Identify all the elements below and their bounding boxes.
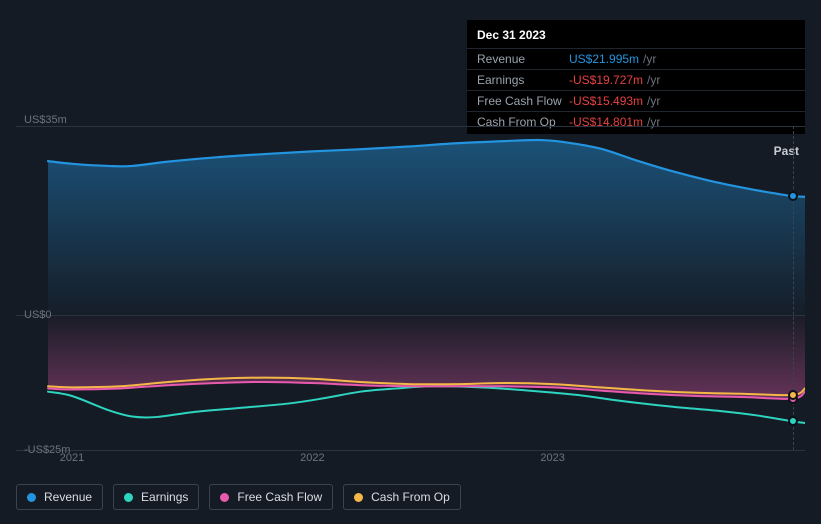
- legend-dot-icon: [354, 493, 363, 502]
- legend-item-label: Revenue: [44, 490, 92, 504]
- x-axis-label: 2021: [60, 452, 84, 464]
- y-axis-label: US$35m: [24, 114, 67, 126]
- legend-item-fcf[interactable]: Free Cash Flow: [209, 484, 333, 510]
- series-marker-cfo: [788, 390, 798, 400]
- x-axis-label: 2022: [300, 452, 324, 464]
- legend-item-cfo[interactable]: Cash From Op: [343, 484, 461, 510]
- x-axis-label: 2023: [540, 452, 564, 464]
- tooltip-row-label: Revenue: [477, 52, 569, 66]
- x-axis: 2021 2022 2023: [16, 452, 805, 470]
- tooltip-row-value: US$21.995m: [569, 52, 639, 66]
- chart-plot: [16, 126, 805, 450]
- tooltip-row: RevenueUS$21.995m/yr: [467, 48, 805, 69]
- legend-item-label: Free Cash Flow: [237, 490, 322, 504]
- financials-chart[interactable]: Past US$35mUS$0-US$25m: [16, 126, 805, 450]
- legend-item-earnings[interactable]: Earnings: [113, 484, 199, 510]
- tooltip-row: Free Cash Flow-US$15.493m/yr: [467, 90, 805, 111]
- tooltip-row-label: Earnings: [477, 73, 569, 87]
- tooltip-date: Dec 31 2023: [467, 26, 805, 48]
- tooltip-row-value: -US$19.727m: [569, 73, 643, 87]
- legend-item-label: Earnings: [141, 490, 188, 504]
- series-marker-revenue: [788, 191, 798, 201]
- tooltip-row-value: -US$15.493m: [569, 94, 643, 108]
- tooltip-row-unit: /yr: [643, 52, 656, 66]
- tooltip-row-label: Free Cash Flow: [477, 94, 569, 108]
- y-gridline: [16, 126, 805, 127]
- legend-item-revenue[interactable]: Revenue: [16, 484, 103, 510]
- y-axis-label: US$0: [24, 309, 52, 321]
- y-gridline: [16, 450, 805, 451]
- chart-legend: Revenue Earnings Free Cash Flow Cash From O…: [16, 484, 461, 510]
- chart-tooltip: Dec 31 2023 RevenueUS$21.995m/yrEarnings…: [467, 20, 805, 134]
- past-label: Past: [774, 144, 799, 158]
- legend-item-label: Cash From Op: [371, 490, 450, 504]
- y-gridline: [16, 315, 805, 316]
- tooltip-row-unit: /yr: [647, 94, 660, 108]
- series-marker-earnings: [788, 416, 798, 426]
- legend-dot-icon: [124, 493, 133, 502]
- legend-dot-icon: [220, 493, 229, 502]
- legend-dot-icon: [27, 493, 36, 502]
- tooltip-row: Earnings-US$19.727m/yr: [467, 69, 805, 90]
- tooltip-row-unit: /yr: [647, 73, 660, 87]
